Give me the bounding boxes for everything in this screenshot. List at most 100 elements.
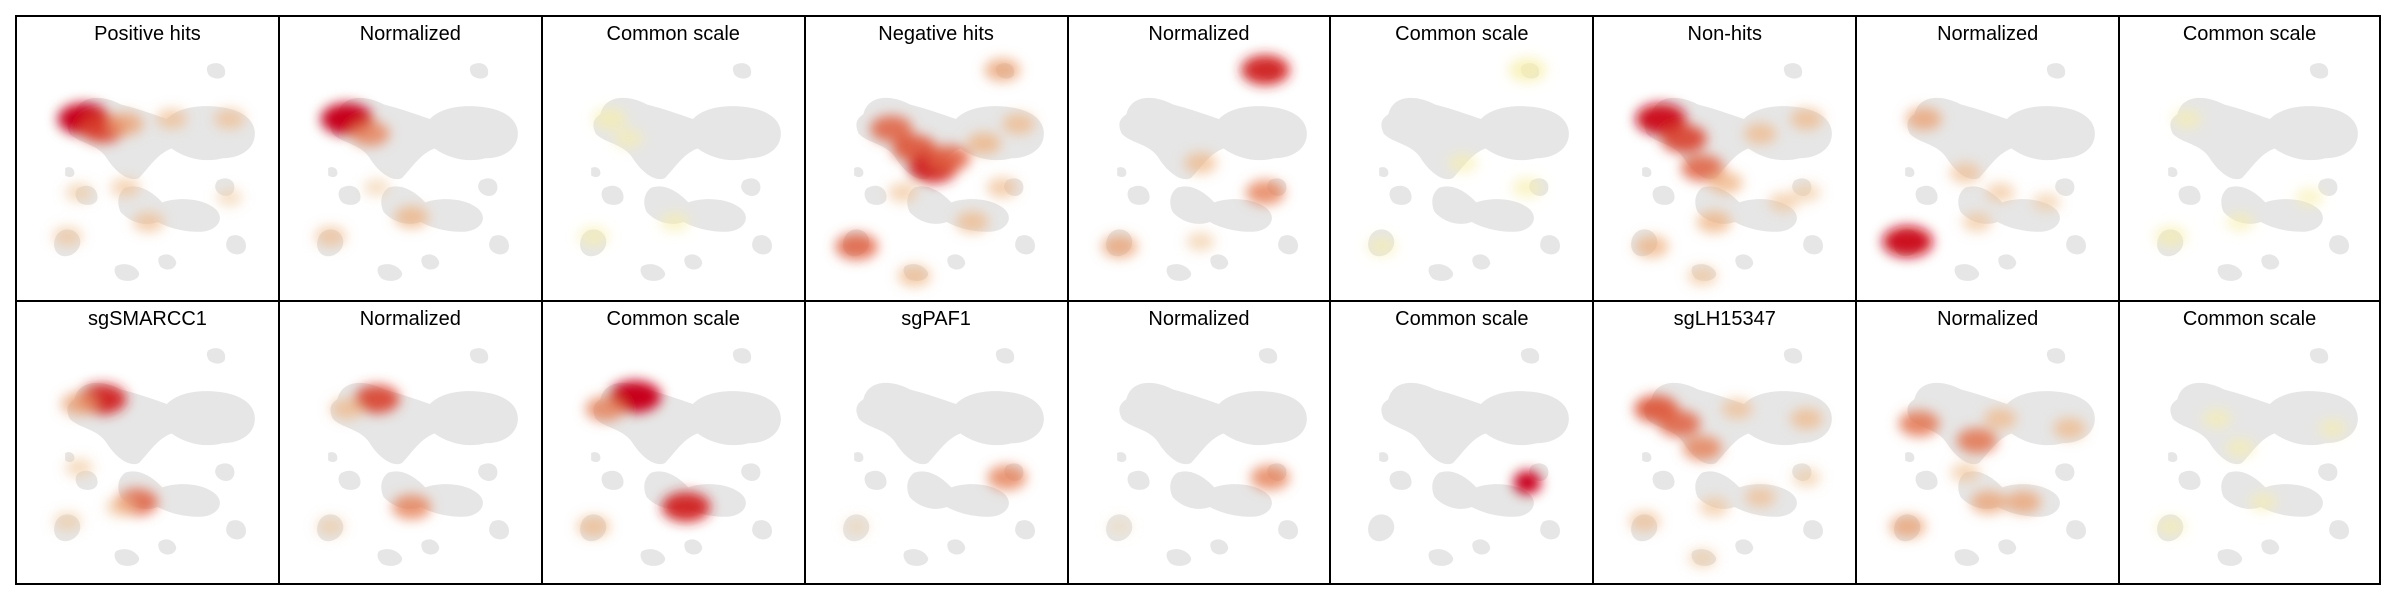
density-spot <box>316 517 345 536</box>
cell-cluster <box>856 382 1044 465</box>
panel-title: Normalized <box>359 308 461 330</box>
cell-cluster <box>740 463 761 481</box>
cell-cluster <box>640 549 665 566</box>
cell-cluster <box>158 539 177 555</box>
cell-cluster <box>421 254 440 270</box>
heatmap-panel: Normalized <box>1066 15 1332 302</box>
cell-cluster <box>1166 549 1191 566</box>
cell-cluster <box>2178 185 2201 205</box>
cell-cluster <box>1014 235 1035 255</box>
density-spot <box>2225 438 2255 458</box>
density-plot <box>577 63 781 281</box>
density-spot <box>2249 492 2278 512</box>
density-spot <box>1661 124 1707 153</box>
cell-cluster <box>1907 97 2096 180</box>
cell-cluster <box>1784 63 1803 79</box>
density-plot <box>1105 348 1307 566</box>
density-spot <box>394 206 429 229</box>
cell-cluster <box>1472 539 1491 555</box>
cell-cluster <box>489 235 509 255</box>
density-plot <box>314 63 518 281</box>
density-spot <box>65 458 94 478</box>
density-spot <box>1688 549 1717 568</box>
density-spot <box>983 58 1020 82</box>
density-spot <box>2005 490 2042 514</box>
cell-cluster <box>2318 463 2338 481</box>
density-spot <box>1699 497 1730 517</box>
cell-cluster <box>1127 185 1150 205</box>
cell-cluster <box>114 549 140 566</box>
cell-cluster <box>684 539 702 555</box>
density-spot <box>1792 468 1821 487</box>
panel-title: sgLH15347 <box>1673 308 1776 330</box>
cell-cluster <box>1652 470 1675 490</box>
cell-cluster <box>206 63 226 79</box>
density-plot <box>2154 63 2358 281</box>
panel-title: Common scale <box>606 23 740 45</box>
density-spot <box>1950 462 1981 483</box>
density-plot <box>834 58 1044 287</box>
cell-cluster <box>1381 97 1570 180</box>
heatmap-panel: Negative hits <box>803 15 1069 302</box>
cell-cluster <box>1432 471 1535 517</box>
density-spot <box>1744 123 1777 145</box>
density-spot <box>2155 516 2186 537</box>
cell-cluster <box>1540 235 1561 255</box>
density-spot <box>843 518 869 535</box>
cell-cluster <box>1014 520 1035 540</box>
cell-cluster <box>2329 520 2350 540</box>
cell-cluster <box>2055 463 2075 481</box>
density-spot <box>2318 419 2347 438</box>
cell-cluster <box>381 186 483 232</box>
heatmap-panel: Normalized <box>1066 300 1332 585</box>
cell-cluster <box>226 520 246 540</box>
heatmap-panel: Common scale <box>2118 300 2381 585</box>
density-plot <box>1101 54 1307 281</box>
cell-cluster <box>2221 471 2324 517</box>
density-spot <box>955 211 989 233</box>
density-spot <box>1107 518 1131 535</box>
cell-cluster <box>1277 235 1298 255</box>
panel-title: Normalized <box>1937 23 2039 45</box>
cell-cluster <box>1258 348 1277 364</box>
cell-cluster <box>751 235 772 255</box>
panel-title: Common scale <box>2182 23 2317 45</box>
density-spot <box>927 144 970 172</box>
cell-cluster <box>864 185 887 205</box>
density-spot <box>1448 153 1478 173</box>
cell-cluster <box>590 452 601 463</box>
cell-cluster <box>903 549 928 566</box>
cell-cluster <box>1116 452 1126 463</box>
panel-title: sgSMARCC1 <box>87 308 207 330</box>
density-spot <box>966 132 1001 155</box>
density-plot <box>1631 63 1833 286</box>
heatmap-panel: Normalized <box>1855 15 2121 302</box>
density-spot <box>659 212 690 232</box>
cell-cluster <box>2318 178 2338 196</box>
density-spot <box>1768 192 1799 213</box>
density-plot <box>2155 348 2358 566</box>
cell-cluster <box>2217 264 2243 281</box>
cell-cluster <box>2329 235 2350 255</box>
cell-cluster <box>421 539 440 555</box>
cell-cluster <box>2168 452 2178 463</box>
panel-title: Normalized <box>1148 308 1250 330</box>
density-spot <box>1721 398 1753 420</box>
density-spot <box>1508 58 1547 83</box>
density-spot <box>2295 188 2324 207</box>
density-spot <box>155 108 188 130</box>
cell-cluster <box>1998 539 2017 555</box>
cell-cluster <box>226 235 246 255</box>
heatmap-panel: Normalized <box>277 300 543 585</box>
cell-cluster <box>1540 520 1561 540</box>
cell-cluster <box>1642 167 1652 178</box>
density-spot <box>1001 113 1035 135</box>
cell-cluster <box>1379 167 1389 178</box>
cell-cluster <box>1169 471 1272 517</box>
density-spot <box>1512 177 1544 198</box>
cell-cluster <box>469 348 489 364</box>
density-spot <box>585 396 625 422</box>
density-spot <box>1962 212 1992 232</box>
cell-cluster <box>489 520 509 540</box>
heatmap-panel: sgLH15347 <box>1592 300 1858 585</box>
